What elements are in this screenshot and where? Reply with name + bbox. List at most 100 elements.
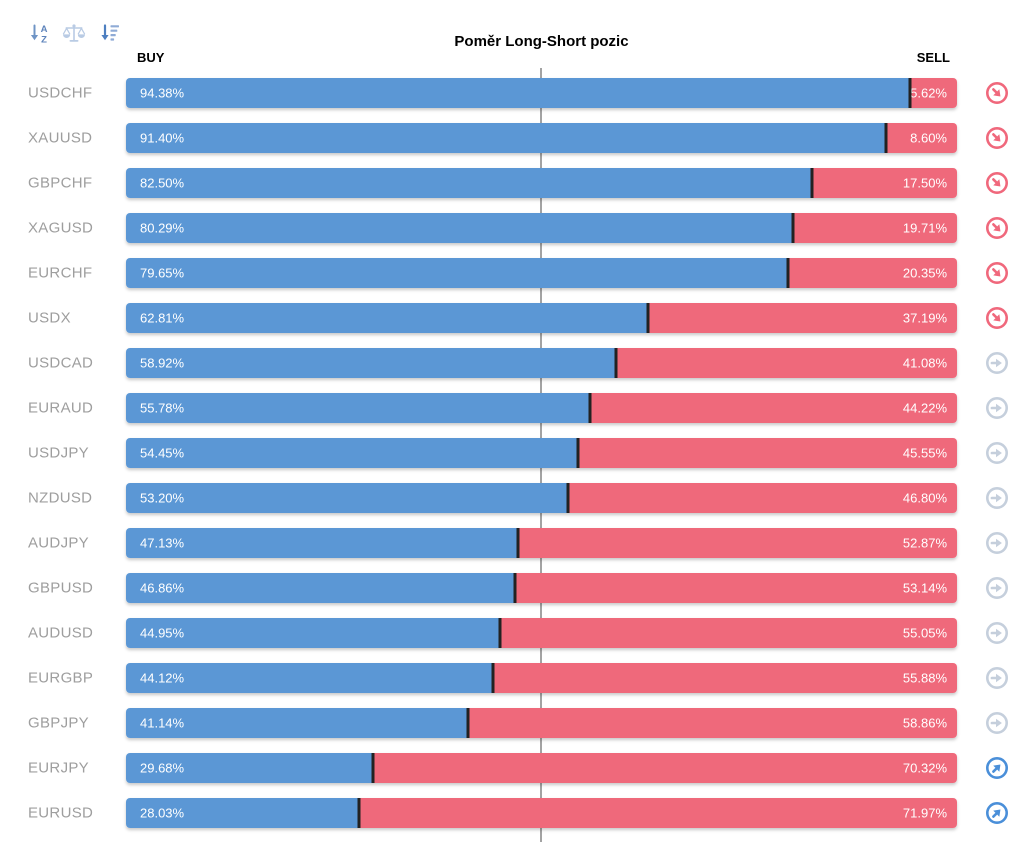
buy-bar-segment[interactable]: 46.86% — [126, 572, 516, 603]
long-short-bar[interactable]: 79.65% 20.35% — [126, 257, 957, 288]
long-short-bar[interactable]: 55.78% 44.22% — [126, 392, 957, 423]
sell-bar-segment[interactable]: 45.55% — [578, 437, 957, 468]
buy-percent-label: 54.45% — [140, 445, 185, 460]
trend-flat-icon[interactable] — [985, 576, 1009, 600]
long-short-bar[interactable]: 54.45% 45.55% — [126, 437, 957, 468]
pair-label: NZDUSD — [28, 489, 93, 506]
long-short-bar[interactable]: 82.50% 17.50% — [126, 167, 957, 198]
trend-flat-icon[interactable] — [985, 531, 1009, 555]
trend-flat-icon[interactable] — [985, 711, 1009, 735]
sell-bar-segment[interactable]: 5.62% — [910, 77, 957, 108]
sell-bar-segment[interactable]: 8.60% — [885, 122, 957, 153]
sell-bar-segment[interactable]: 58.86% — [467, 707, 957, 738]
buy-percent-label: 28.03% — [140, 805, 185, 820]
buy-bar-segment[interactable]: 44.12% — [126, 662, 493, 693]
trend-flat-icon[interactable] — [985, 396, 1009, 420]
sell-bar-segment[interactable]: 17.50% — [811, 167, 957, 198]
sell-percent-label: 41.08% — [902, 355, 947, 370]
pair-row: NZDUSD 53.20% 46.80% — [0, 475, 1033, 520]
long-short-bar[interactable]: 47.13% 52.87% — [126, 527, 957, 558]
buy-bar-segment[interactable]: 54.45% — [126, 437, 579, 468]
long-short-bar[interactable]: 91.40% 8.60% — [126, 122, 957, 153]
buy-percent-label: 41.14% — [140, 715, 185, 730]
trend-flat-icon[interactable] — [985, 621, 1009, 645]
buy-bar-segment[interactable]: 28.03% — [126, 797, 359, 828]
sell-bar-segment[interactable]: 70.32% — [372, 752, 957, 783]
buy-sell-divider — [566, 482, 570, 513]
long-short-bar[interactable]: 94.38% 5.62% — [126, 77, 957, 108]
trend-down-icon[interactable] — [985, 171, 1009, 195]
sell-percent-label: 70.32% — [902, 760, 947, 775]
svg-text:A: A — [41, 24, 48, 35]
long-short-bar[interactable]: 44.95% 55.05% — [126, 617, 957, 648]
sell-bar-segment[interactable]: 19.71% — [793, 212, 957, 243]
long-short-bar[interactable]: 62.81% 37.19% — [126, 302, 957, 333]
trend-flat-icon[interactable] — [985, 486, 1009, 510]
long-short-bar[interactable]: 41.14% 58.86% — [126, 707, 957, 738]
buy-bar-segment[interactable]: 53.20% — [126, 482, 569, 513]
trend-down-icon[interactable] — [985, 216, 1009, 240]
trend-flat-icon[interactable] — [985, 666, 1009, 690]
pair-row: EURGBP 44.12% 55.88% — [0, 655, 1033, 700]
long-short-bar[interactable]: 80.29% 19.71% — [126, 212, 957, 243]
buy-bar-segment[interactable]: 82.50% — [126, 167, 812, 198]
trend-down-icon[interactable] — [985, 81, 1009, 105]
sell-bar-segment[interactable]: 52.87% — [517, 527, 957, 558]
pair-row: EURJPY 29.68% 70.32% — [0, 745, 1033, 790]
buy-percent-label: 80.29% — [140, 220, 185, 235]
sell-bar-segment[interactable]: 41.08% — [615, 347, 957, 378]
sell-bar-segment[interactable]: 37.19% — [647, 302, 957, 333]
sell-bar-segment[interactable]: 44.22% — [589, 392, 957, 423]
trend-flat-icon[interactable] — [985, 441, 1009, 465]
sell-bar-segment[interactable]: 20.35% — [787, 257, 957, 288]
sell-percent-label: 52.87% — [902, 535, 947, 550]
buy-sell-divider — [357, 797, 361, 828]
pair-label: AUDUSD — [28, 624, 94, 641]
buy-bar-segment[interactable]: 55.78% — [126, 392, 590, 423]
pair-label: GBPCHF — [28, 174, 93, 191]
buy-bar-segment[interactable]: 58.92% — [126, 347, 616, 378]
balance-scale-icon[interactable] — [61, 20, 87, 46]
buy-bar-segment[interactable]: 79.65% — [126, 257, 788, 288]
long-short-bar[interactable]: 58.92% 41.08% — [126, 347, 957, 378]
long-short-bar[interactable]: 46.86% 53.14% — [126, 572, 957, 603]
trend-down-icon[interactable] — [985, 261, 1009, 285]
trend-down-icon[interactable] — [985, 126, 1009, 150]
buy-bar-segment[interactable]: 91.40% — [126, 122, 886, 153]
sell-bar-segment[interactable]: 46.80% — [568, 482, 957, 513]
sort-alpha-icon[interactable]: A Z — [26, 20, 52, 46]
trend-down-icon[interactable] — [985, 306, 1009, 330]
sell-bar-segment[interactable]: 71.97% — [358, 797, 957, 828]
buy-bar-segment[interactable]: 29.68% — [126, 752, 373, 783]
sell-bar-segment[interactable]: 55.05% — [499, 617, 957, 648]
sell-percent-label: 20.35% — [902, 265, 947, 280]
buy-sell-divider — [646, 302, 650, 333]
pair-row: EURUSD 28.03% 71.97% — [0, 790, 1033, 835]
buy-bar-segment[interactable]: 80.29% — [126, 212, 794, 243]
buy-bar-segment[interactable]: 62.81% — [126, 302, 648, 333]
pair-row: EURAUD 55.78% 44.22% — [0, 385, 1033, 430]
long-short-bar[interactable]: 28.03% 71.97% — [126, 797, 957, 828]
buy-column-header: BUY — [137, 50, 165, 65]
buy-bar-segment[interactable]: 94.38% — [126, 77, 911, 108]
sell-bar-segment[interactable]: 53.14% — [515, 572, 957, 603]
pair-row: USDCAD 58.92% 41.08% — [0, 340, 1033, 385]
buy-sell-divider — [908, 77, 912, 108]
long-short-bar[interactable]: 44.12% 55.88% — [126, 662, 957, 693]
sell-percent-label: 5.62% — [910, 85, 947, 100]
sort-amount-icon[interactable] — [96, 20, 122, 46]
buy-bar-segment[interactable]: 44.95% — [126, 617, 500, 648]
trend-up-icon[interactable] — [985, 756, 1009, 780]
buy-percent-label: 55.78% — [140, 400, 185, 415]
buy-bar-segment[interactable]: 41.14% — [126, 707, 468, 738]
long-short-bar[interactable]: 29.68% 70.32% — [126, 752, 957, 783]
buy-percent-label: 44.12% — [140, 670, 185, 685]
buy-sell-divider — [588, 392, 592, 423]
trend-up-icon[interactable] — [985, 801, 1009, 825]
pair-row: AUDJPY 47.13% 52.87% — [0, 520, 1033, 565]
sell-bar-segment[interactable]: 55.88% — [492, 662, 957, 693]
trend-flat-icon[interactable] — [985, 351, 1009, 375]
buy-bar-segment[interactable]: 47.13% — [126, 527, 518, 558]
pair-row: USDCHF 94.38% 5.62% — [0, 70, 1033, 115]
long-short-bar[interactable]: 53.20% 46.80% — [126, 482, 957, 513]
